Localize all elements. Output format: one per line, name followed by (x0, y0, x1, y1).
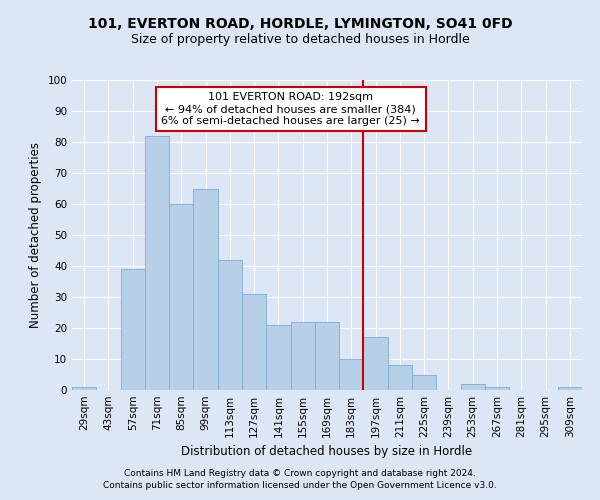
Bar (339, 359, 364, 390)
Bar (266, 325, 290, 390)
Text: Contains HM Land Registry data © Crown copyright and database right 2024.: Contains HM Land Registry data © Crown c… (124, 468, 476, 477)
Bar (169, 204, 193, 390)
Bar (412, 374, 436, 390)
Bar (242, 294, 266, 390)
Bar (388, 365, 412, 390)
Bar (193, 188, 218, 390)
Bar (315, 322, 339, 390)
Bar (558, 387, 582, 390)
Bar (485, 387, 509, 390)
Bar (145, 136, 169, 390)
Bar (290, 322, 315, 390)
Text: 101 EVERTON ROAD: 192sqm
← 94% of detached houses are smaller (384)
6% of semi-d: 101 EVERTON ROAD: 192sqm ← 94% of detach… (161, 92, 420, 126)
Text: 101, EVERTON ROAD, HORDLE, LYMINGTON, SO41 0FD: 101, EVERTON ROAD, HORDLE, LYMINGTON, SO… (88, 18, 512, 32)
Bar (121, 269, 145, 390)
Bar (364, 338, 388, 390)
Text: Size of property relative to detached houses in Hordle: Size of property relative to detached ho… (131, 32, 469, 46)
X-axis label: Distribution of detached houses by size in Hordle: Distribution of detached houses by size … (181, 446, 473, 458)
Text: Contains public sector information licensed under the Open Government Licence v3: Contains public sector information licen… (103, 481, 497, 490)
Y-axis label: Number of detached properties: Number of detached properties (29, 142, 42, 328)
Bar (461, 384, 485, 390)
Bar (72, 387, 96, 390)
Bar (218, 260, 242, 390)
